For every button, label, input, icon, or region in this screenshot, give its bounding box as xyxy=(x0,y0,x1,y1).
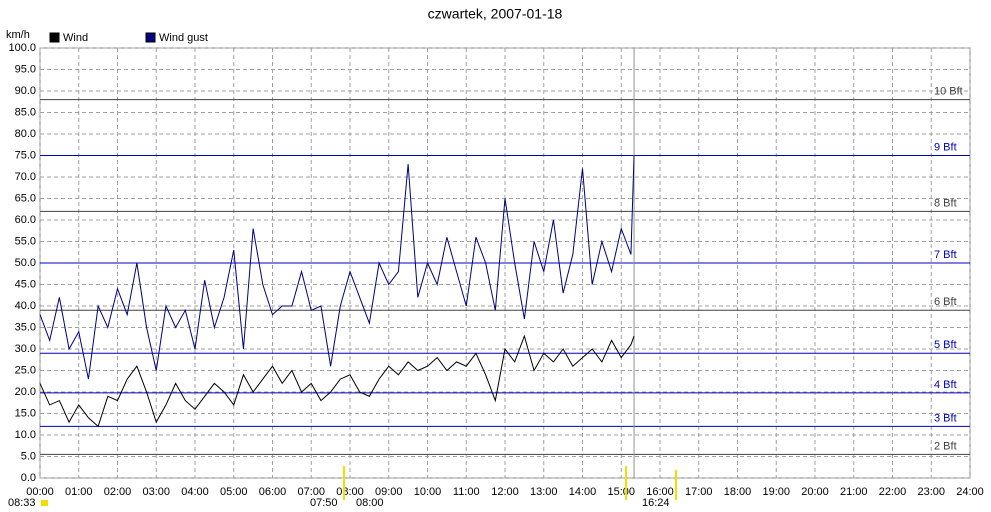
annotation: 08:33 xyxy=(8,497,36,509)
x-tick-label: 03:00 xyxy=(142,486,170,498)
x-tick-label: 05:00 xyxy=(220,486,248,498)
y-tick-label: 10.0 xyxy=(15,429,36,441)
y-tick-label: 100.0 xyxy=(8,42,36,54)
x-tick-label: 21:00 xyxy=(840,486,868,498)
x-tick-label: 13:00 xyxy=(530,486,558,498)
x-tick-label: 16:00 xyxy=(646,486,674,498)
legend-label: Wind gust xyxy=(159,32,208,44)
beaufort-label: 6 Bft xyxy=(934,296,957,308)
beaufort-label: 2 Bft xyxy=(934,440,957,452)
x-tick-label: 18:00 xyxy=(724,486,752,498)
y-tick-label: 65.0 xyxy=(15,192,36,204)
annotation: 08:00 xyxy=(356,497,384,509)
chart-title: czwartek, 2007-01-18 xyxy=(428,6,563,22)
y-tick-label: 45.0 xyxy=(15,278,36,290)
x-tick-label: 24:00 xyxy=(956,486,984,498)
x-tick-label: 11:00 xyxy=(453,486,480,498)
y-tick-label: 60.0 xyxy=(15,214,36,226)
beaufort-label: 8 Bft xyxy=(934,197,957,209)
legend-swatch xyxy=(145,32,156,43)
beaufort-label: 3 Bft xyxy=(934,412,957,424)
x-tick-label: 20:00 xyxy=(801,486,829,498)
x-tick-label: 14:00 xyxy=(569,486,597,498)
y-tick-label: 50.0 xyxy=(15,257,36,269)
y-tick-label: 40.0 xyxy=(15,300,36,312)
y-tick-label: 70.0 xyxy=(15,171,36,183)
x-tick-label: 12:00 xyxy=(491,486,519,498)
x-tick-label: 01:00 xyxy=(65,486,93,498)
x-tick-label: 06:00 xyxy=(259,486,287,498)
x-tick-label: 00:00 xyxy=(26,486,54,498)
y-tick-label: 95.0 xyxy=(15,63,36,75)
y-tick-label: 5.0 xyxy=(21,450,36,462)
y-tick-label: 15.0 xyxy=(15,407,36,419)
y-axis-label: km/h xyxy=(6,29,30,41)
x-tick-label: 04:00 xyxy=(181,486,209,498)
beaufort-label: 5 Bft xyxy=(934,339,957,351)
annotation: 07:50 xyxy=(310,497,338,509)
y-tick-label: 30.0 xyxy=(15,343,36,355)
y-tick-label: 75.0 xyxy=(15,149,36,161)
series-line xyxy=(39,334,635,428)
y-tick-label: 55.0 xyxy=(15,235,36,247)
y-tick-label: 0.0 xyxy=(21,472,36,484)
x-tick-label: 07:00 xyxy=(297,486,325,498)
y-tick-label: 85.0 xyxy=(15,106,36,118)
x-tick-label: 17:00 xyxy=(685,486,713,498)
beaufort-label: 7 Bft xyxy=(934,249,957,261)
y-tick-label: 90.0 xyxy=(15,85,36,97)
y-tick-label: 80.0 xyxy=(15,128,36,140)
beaufort-label: 9 Bft xyxy=(934,141,957,153)
x-tick-label: 09:00 xyxy=(375,486,403,498)
beaufort-label: 10 Bft xyxy=(934,86,963,98)
x-tick-label: 15:00 xyxy=(607,486,635,498)
x-tick-label: 22:00 xyxy=(879,486,907,498)
sun-icon xyxy=(41,500,48,506)
y-tick-label: 25.0 xyxy=(15,364,36,376)
annotation: 16:24 xyxy=(642,497,670,509)
legend-label: Wind xyxy=(63,32,88,44)
x-tick-label: 02:00 xyxy=(104,486,132,498)
legend-swatch xyxy=(49,32,60,43)
x-tick-label: 19:00 xyxy=(762,486,790,498)
beaufort-label: 4 Bft xyxy=(934,379,957,391)
series-line xyxy=(39,155,635,380)
x-tick-label: 10:00 xyxy=(414,486,442,498)
x-tick-label: 23:00 xyxy=(917,486,945,498)
y-tick-label: 35.0 xyxy=(15,321,36,333)
y-tick-label: 20.0 xyxy=(15,386,36,398)
